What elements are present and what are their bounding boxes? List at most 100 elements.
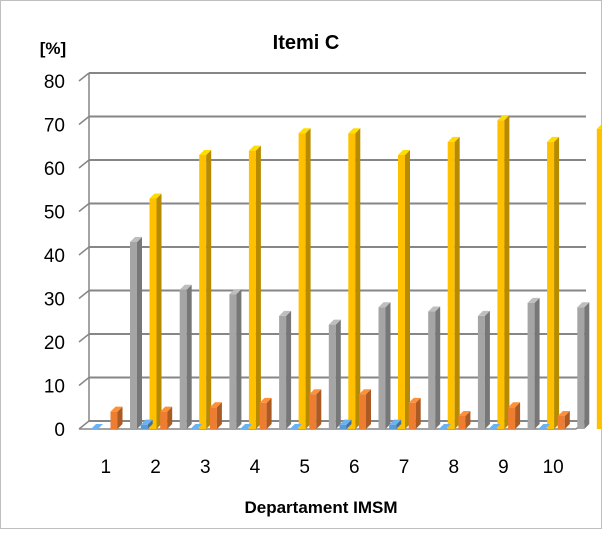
gridline-depth — [78, 246, 90, 256]
bar-top — [248, 145, 261, 151]
bar — [248, 145, 261, 429]
bar-top — [110, 406, 123, 412]
bar-top — [438, 424, 451, 429]
y-tick-label: 10 — [44, 377, 65, 398]
bar — [209, 402, 222, 429]
bar — [359, 389, 371, 429]
bar-front — [298, 133, 306, 429]
gridline-depth — [78, 289, 90, 300]
bar-front — [130, 241, 137, 429]
bar-front — [359, 394, 366, 429]
tick-labels: 0 10 20 30 40 50 60 70 80 1 2 3 4 5 6 7 8 9 10 — [44, 72, 564, 478]
bar-top — [577, 302, 590, 308]
x-tick-label: 8 — [448, 457, 459, 478]
bar — [438, 424, 451, 430]
bar-side — [286, 310, 292, 429]
bar-top — [477, 310, 490, 316]
x-tick-label: 5 — [299, 457, 310, 478]
bar-top — [557, 410, 570, 416]
y-tick-label: 0 — [54, 420, 65, 441]
y-tick-label: 70 — [44, 116, 65, 137]
bar-side — [366, 389, 371, 429]
bar-top — [190, 424, 203, 429]
bar — [199, 149, 212, 429]
bar-side — [346, 419, 352, 429]
gridline-depth — [78, 420, 90, 430]
bar-front — [248, 150, 256, 429]
bar-top — [458, 410, 471, 416]
bar-front — [179, 289, 187, 429]
bar-top — [328, 319, 341, 325]
gridline-depth — [78, 115, 90, 126]
bar-side — [236, 289, 242, 429]
bar — [289, 424, 302, 430]
bar-top — [348, 128, 361, 134]
bar-side — [504, 115, 510, 430]
bar-front — [398, 154, 405, 429]
bar-front — [527, 302, 535, 429]
bar-top — [596, 123, 602, 129]
bar — [527, 297, 540, 429]
bar-side — [534, 297, 540, 429]
bar-top — [259, 397, 272, 403]
bar — [110, 406, 123, 429]
bar-top — [488, 424, 501, 429]
bar-front — [508, 407, 516, 429]
bar-front — [557, 415, 565, 429]
gridline-depth — [78, 202, 90, 213]
bar-top — [497, 115, 510, 121]
bar-front — [289, 429, 297, 430]
bar — [538, 424, 551, 430]
bar-top — [229, 289, 242, 295]
bar-top — [130, 236, 142, 242]
bar-side — [266, 397, 272, 429]
bar — [596, 123, 602, 429]
bar-top — [547, 136, 560, 142]
bar-front — [328, 324, 336, 429]
bar-side — [255, 145, 261, 429]
gridline-depth — [78, 159, 90, 169]
bar — [259, 397, 272, 429]
bar-side — [385, 302, 391, 429]
bar-front — [149, 198, 157, 429]
bar — [477, 310, 490, 429]
bar — [398, 149, 410, 429]
bar-side — [465, 410, 471, 429]
bar — [378, 302, 391, 429]
y-tick-label: 20 — [44, 333, 65, 354]
bar-side — [186, 284, 192, 429]
x-tick-label: 1 — [101, 457, 112, 478]
x-tick-label: 4 — [250, 457, 261, 478]
bar-side — [206, 149, 212, 429]
gridline-depth — [78, 72, 90, 82]
bar — [547, 136, 560, 429]
x-tick-label: 7 — [399, 457, 410, 478]
bar-front — [199, 154, 207, 429]
y-tick-label: 50 — [44, 203, 65, 224]
bar-top — [538, 424, 551, 429]
bar-side — [515, 402, 521, 429]
y-tick-label: 30 — [44, 290, 65, 311]
bar-front — [91, 429, 98, 430]
bar-front — [378, 307, 386, 429]
x-tick-label: 2 — [150, 457, 161, 478]
bar — [190, 424, 203, 430]
bar-front — [110, 411, 118, 429]
bar-front — [240, 429, 248, 430]
bar-top — [339, 419, 352, 425]
y-axis-title: [%] — [40, 39, 66, 58]
chart-title: Itemi C — [273, 32, 340, 54]
bar-front — [547, 141, 555, 429]
bar — [240, 424, 253, 430]
bar — [149, 193, 162, 429]
bar-front — [339, 424, 347, 429]
bar — [389, 419, 402, 429]
bar-side — [117, 406, 123, 429]
gridline-depth — [78, 376, 90, 387]
bar-front — [477, 315, 485, 429]
bar — [91, 424, 103, 430]
bar — [408, 397, 421, 429]
bar-side — [355, 128, 361, 429]
